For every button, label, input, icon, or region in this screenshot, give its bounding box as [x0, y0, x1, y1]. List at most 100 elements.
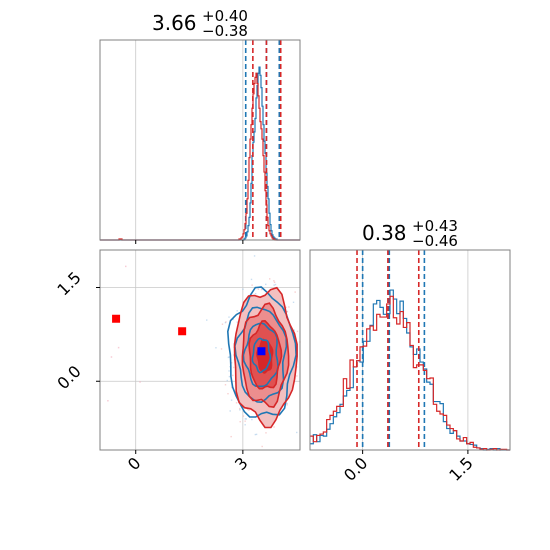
scatter-point	[110, 356, 113, 358]
histogram-panel-parameter-2: 0.0 1.5	[309, 249, 511, 485]
title-2-plus: +0.43	[412, 217, 458, 235]
red-square-marker	[112, 314, 121, 323]
scatter-point	[251, 284, 253, 286]
title-1-plus: +0.40	[202, 7, 248, 25]
scatter-point	[117, 346, 120, 349]
scatter-point	[125, 265, 127, 268]
scatter-point	[288, 306, 290, 308]
scatter-point	[244, 424, 246, 426]
scatter-point	[251, 418, 253, 421]
scatter-point	[139, 381, 141, 383]
scatter-point	[228, 356, 230, 358]
scatter-point	[228, 316, 230, 318]
red-contour-line	[241, 302, 290, 408]
scatter-point	[273, 426, 275, 428]
scatter-point	[226, 379, 228, 382]
scatter-point	[296, 375, 298, 377]
scatter-point	[228, 370, 230, 372]
scatter-point	[206, 319, 208, 321]
scatter-point	[261, 445, 263, 448]
scatter-point	[265, 432, 267, 434]
scatter-point	[236, 310, 238, 312]
y-tick-label: 1.5	[53, 268, 84, 299]
scatter-point	[254, 292, 257, 295]
red-square-marker	[178, 327, 187, 336]
scatter-point	[253, 255, 256, 257]
scatter-point	[246, 408, 249, 411]
histogram-panel-parameter-1	[99, 39, 301, 244]
contour-panel: 0 3 1.5 0.0	[53, 249, 301, 474]
scatter-point	[239, 407, 241, 410]
scatter-point	[233, 366, 235, 369]
scatter-point	[260, 288, 263, 291]
panel-3-frame	[309, 249, 511, 451]
blue-contour-line	[226, 286, 297, 418]
scatter-point	[286, 310, 289, 313]
scatter-point	[225, 321, 227, 323]
scatter-point	[232, 318, 234, 321]
scatter-point	[257, 288, 260, 290]
scatter-point	[231, 386, 233, 389]
scatter-point	[274, 283, 277, 286]
scatter-point	[292, 301, 295, 304]
scatter-point	[285, 306, 287, 309]
scatter-point	[296, 330, 299, 333]
scatter-point	[273, 284, 275, 286]
scatter-point	[248, 409, 250, 411]
title-parameter-2: 0.38 +0.43 −0.46	[362, 217, 458, 250]
title-2-value: 0.38	[362, 221, 407, 245]
scatter-point	[239, 409, 241, 411]
scatter-point	[227, 356, 230, 359]
scatter-point	[296, 431, 298, 434]
scatter-point	[239, 421, 241, 423]
scatter-point	[244, 418, 247, 420]
scatter-point	[286, 404, 288, 406]
red-contour-line	[233, 286, 298, 429]
scatter-point	[254, 433, 257, 436]
scatter-point	[286, 402, 288, 405]
scatter-point	[215, 347, 217, 349]
scatter-point	[242, 288, 244, 290]
title-1-minus: −0.38	[202, 22, 248, 40]
panel-1-frame	[99, 39, 301, 241]
y-tick-label: 0.0	[53, 362, 84, 393]
scatter-point	[227, 392, 229, 395]
scatter-point	[230, 399, 233, 401]
x-tick-label: 0	[124, 453, 145, 474]
panel-3-background	[310, 250, 510, 450]
histogram-series-2	[310, 295, 510, 451]
panel-2-frame	[99, 249, 301, 451]
blue-contour-line	[234, 306, 288, 404]
scatter-point	[232, 374, 234, 377]
scatter-point	[250, 278, 253, 281]
scatter-point	[269, 278, 271, 280]
blue-contour-line	[242, 322, 279, 388]
scatter-point	[228, 375, 231, 378]
scatter-point	[230, 362, 233, 364]
scatter-point	[255, 433, 258, 436]
scatter-point	[221, 323, 224, 325]
red-contour-line	[248, 319, 283, 390]
scatter-point	[273, 281, 276, 283]
blue-square-marker	[257, 347, 266, 356]
scatter-point	[293, 329, 295, 331]
scatter-point	[220, 348, 223, 350]
scatter-point	[107, 400, 109, 402]
x-tick-label: 1.5	[445, 453, 476, 484]
scatter-point	[265, 283, 267, 286]
scatter-point	[230, 435, 232, 438]
x-tick-label: 3	[231, 453, 252, 474]
scatter-point	[229, 410, 231, 412]
x-tick-label: 0.0	[340, 453, 371, 484]
title-parameter-1: 3.66 +0.40 −0.38	[152, 7, 248, 40]
title-2-minus: −0.46	[412, 232, 458, 250]
scatter-point	[242, 415, 245, 417]
title-1-value: 3.66	[152, 11, 197, 35]
panel-1-background	[100, 40, 300, 240]
scatter-point	[236, 321, 238, 323]
scatter-point	[294, 291, 296, 293]
scatter-point	[245, 418, 248, 420]
scatter-point	[273, 280, 275, 282]
scatter-point	[224, 384, 227, 386]
